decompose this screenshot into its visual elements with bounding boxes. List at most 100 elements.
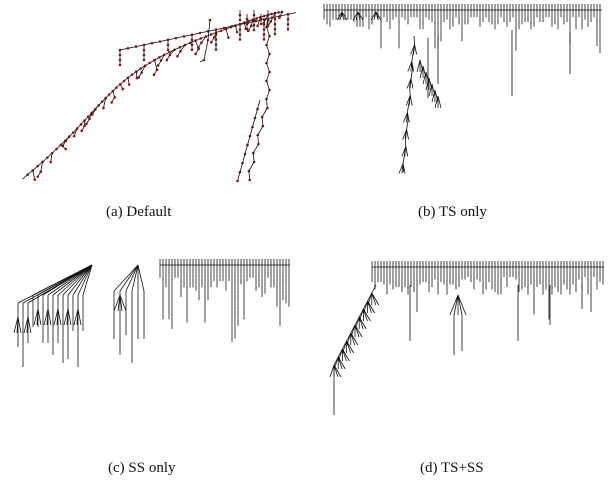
tree-node — [270, 16, 274, 20]
tree-edge — [434, 89, 439, 103]
tree-edge — [32, 264, 93, 296]
tree-node — [79, 123, 83, 126]
tree-edge — [52, 264, 93, 296]
tree-edge — [254, 108, 258, 119]
tree-node — [227, 36, 230, 39]
tree-node — [150, 41, 154, 45]
tree-edge — [72, 264, 93, 296]
tree-node — [86, 115, 90, 118]
tree-edge — [255, 19, 265, 22]
tree-edge — [117, 294, 121, 312]
tree-node — [256, 24, 259, 28]
tree-diagram-ts-only — [323, 4, 602, 174]
tree-edge — [413, 35, 415, 45]
tree-node — [49, 160, 53, 164]
tree-node — [198, 31, 202, 35]
tree-node — [270, 12, 273, 16]
panel-a-default — [10, 0, 300, 190]
tree-edge — [248, 170, 251, 181]
caption-d: (d) TS+SS — [420, 460, 484, 476]
caption-b: (b) TS only — [418, 204, 487, 220]
tree-edge — [127, 46, 137, 49]
tree-edge — [422, 65, 427, 79]
tree-edge — [151, 41, 161, 44]
tree-edge — [339, 11, 343, 21]
tree-node — [245, 27, 249, 31]
tree-edge — [354, 324, 363, 338]
tree-edge — [453, 294, 459, 316]
tree-node — [148, 61, 152, 65]
tree-node — [26, 173, 29, 177]
tree-edge — [406, 120, 409, 130]
tree-edge — [223, 25, 233, 29]
tree-edge — [215, 27, 225, 30]
tree-node — [174, 36, 178, 40]
tree-edge — [431, 89, 436, 103]
panel-b-ts-only — [320, 0, 608, 190]
tree-node — [72, 134, 76, 138]
tree-node — [273, 32, 277, 36]
tree-node — [135, 76, 139, 80]
tree-edge — [358, 316, 367, 330]
tree-node — [165, 58, 169, 62]
caption-a: (a) Default — [106, 204, 172, 220]
tree-edge — [354, 316, 360, 326]
tree-edge — [457, 294, 463, 316]
tree-node — [230, 24, 234, 28]
tree-edge — [336, 11, 343, 21]
tree-edge — [411, 61, 413, 71]
tree-edge — [73, 128, 78, 137]
tree-edge — [67, 308, 72, 326]
tree-node — [122, 79, 126, 83]
tree-edge — [279, 13, 289, 17]
tree-node — [214, 48, 218, 51]
tree-edge — [346, 340, 351, 354]
tree-node — [278, 14, 282, 18]
tree-edge — [434, 95, 439, 109]
tree-edge — [425, 77, 430, 91]
tree-node — [178, 46, 182, 49]
tree-edge — [36, 308, 39, 326]
tree-edge — [119, 47, 129, 51]
tree-edge — [333, 356, 339, 366]
tree-node — [202, 58, 206, 62]
tree-edge — [131, 264, 139, 292]
tree-edge — [329, 364, 335, 378]
tree-edge — [207, 19, 211, 41]
tree-edge — [266, 53, 270, 64]
tree-edge — [371, 292, 377, 306]
tree-edge — [266, 35, 270, 46]
tree-edge — [410, 69, 413, 79]
tree-edge — [249, 126, 253, 137]
tree-node — [166, 48, 170, 52]
tree-node — [262, 38, 266, 41]
tree-edge — [266, 80, 270, 91]
tree-edge — [350, 332, 359, 346]
tree-edge — [57, 264, 93, 296]
tree-edge — [261, 116, 264, 127]
tree-node — [126, 76, 130, 80]
tree-edge — [257, 125, 264, 136]
tree-edge — [346, 340, 354, 354]
tree-edge — [57, 308, 62, 326]
tree-edge — [23, 316, 29, 334]
tree-node — [206, 38, 210, 42]
tree-edge — [363, 300, 368, 310]
tree-diagram-ss-only — [13, 259, 290, 367]
tree-edge — [409, 95, 413, 106]
tree-edge — [403, 112, 408, 123]
tree-edge — [37, 308, 42, 326]
tree-edge — [76, 308, 79, 326]
tree-edge — [341, 11, 348, 21]
tree-edge — [371, 284, 377, 294]
tree-edge — [333, 364, 342, 378]
tree-edge — [367, 300, 372, 314]
tree-node — [107, 93, 111, 96]
tree-edge — [77, 308, 82, 326]
tree-edge — [113, 294, 121, 312]
tree-edge — [406, 129, 409, 140]
tree-edge — [257, 99, 261, 110]
tree-edge — [407, 61, 413, 72]
tree-node — [259, 22, 263, 26]
tree-edge — [66, 308, 69, 326]
